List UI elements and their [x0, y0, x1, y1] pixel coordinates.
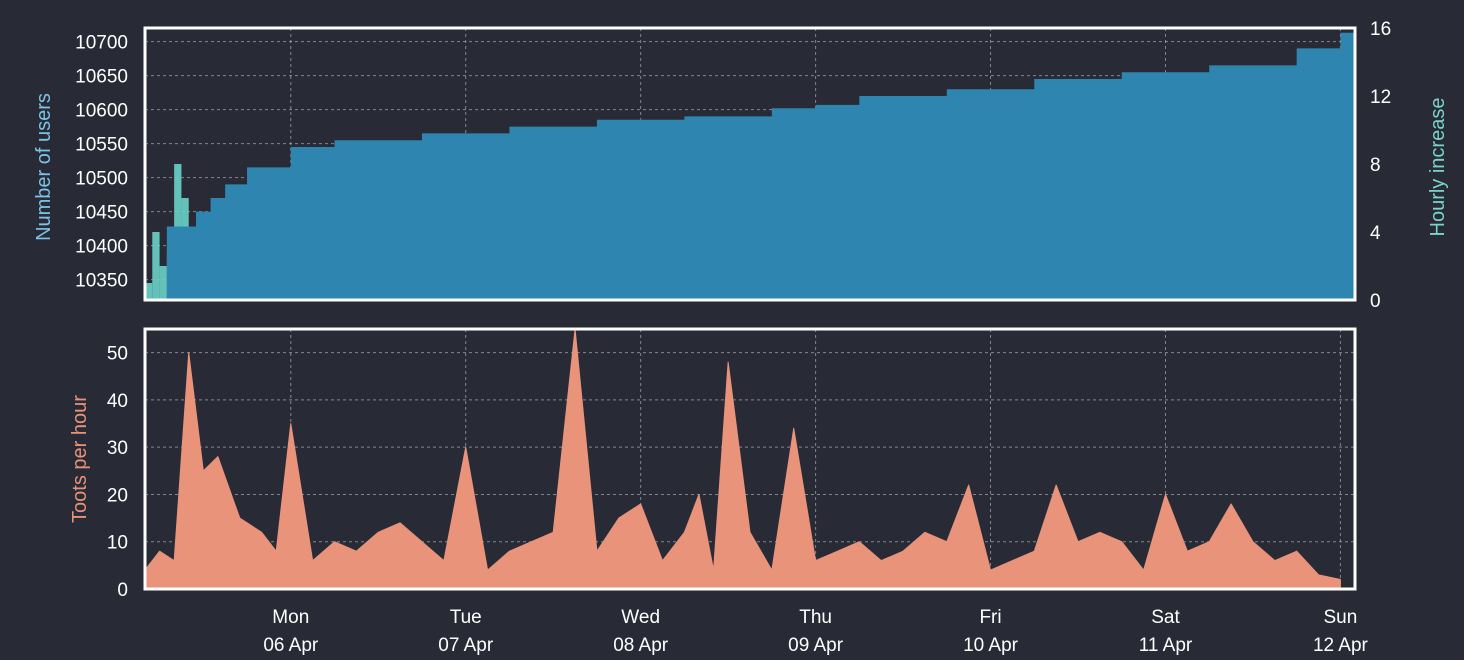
- date-tick-label: 11 Apr: [1139, 635, 1193, 656]
- users-tick-label: 10350: [75, 271, 128, 292]
- day-tick-label: Fri: [979, 607, 1001, 628]
- toots-tick-label: 10: [107, 533, 128, 554]
- hourly-tick-label: 0: [1370, 291, 1381, 312]
- users-tick-label: 10450: [75, 203, 128, 224]
- day-tick-label: Mon: [272, 607, 309, 628]
- users-panel: 10350 10400 10450 10500 10550 10600 10650 10700…: [33, 19, 1449, 312]
- number-of-users-area: [166, 32, 1356, 300]
- date-axis-ticks: Mon 06 Apr Tue 07 Apr Wed 08 Apr Thu 09 Apr Fri 1…: [263, 607, 1368, 656]
- users-tick-label: 10600: [75, 101, 128, 122]
- hourly-tick-label: 12: [1370, 87, 1391, 108]
- hourly-axis-ticks: 0 4 8 12 16: [1370, 19, 1391, 312]
- day-tick-label: Sat: [1151, 607, 1180, 628]
- hourly-tick-label: 16: [1370, 19, 1391, 40]
- day-tick-label: Sun: [1324, 607, 1358, 628]
- hourly-increase-axis-label: Hourly increase: [1427, 98, 1449, 237]
- toots-panel-frame: [143, 327, 1357, 591]
- day-tick-label: Thu: [799, 607, 832, 628]
- day-tick-label: Tue: [450, 607, 482, 628]
- users-panel-frame: [143, 26, 1357, 302]
- toots-panel: 0 10 20 30 40 50 Toots per hour Mon 06 Apr Tue 0…: [69, 327, 1369, 656]
- toots-tick-label: 20: [107, 485, 128, 506]
- hourly-increase-bar: [159, 266, 167, 300]
- date-tick-label: 10 Apr: [963, 635, 1019, 656]
- users-tick-label: 10700: [75, 33, 128, 54]
- date-tick-label: 06 Apr: [263, 635, 319, 656]
- toots-axis-ticks: 0 10 20 30 40 50: [107, 344, 128, 601]
- users-tick-label: 10650: [75, 67, 128, 88]
- toots-tick-label: 0: [117, 580, 128, 601]
- hourly-tick-label: 8: [1370, 155, 1381, 176]
- toots-tick-label: 50: [107, 344, 128, 365]
- hourly-tick-label: 4: [1370, 223, 1381, 244]
- date-tick-label: 09 Apr: [788, 635, 844, 656]
- hourly-increase-bar: [145, 283, 153, 300]
- users-tick-label: 10550: [75, 135, 128, 156]
- toots-axis-label: Toots per hour: [69, 395, 91, 523]
- users-tick-label: 10500: [75, 169, 128, 190]
- date-tick-label: 12 Apr: [1313, 635, 1369, 656]
- toots-per-hour-area: [144, 328, 1356, 590]
- date-tick-label: 07 Apr: [438, 635, 494, 656]
- users-axis-ticks: 10350 10400 10450 10500 10550 10600 10650 10700: [75, 33, 128, 292]
- toots-tick-label: 30: [107, 438, 128, 459]
- users-axis-label: Number of users: [33, 93, 55, 241]
- day-tick-label: Wed: [621, 607, 660, 628]
- date-tick-label: 08 Apr: [613, 635, 669, 656]
- users-tick-label: 10400: [75, 237, 128, 258]
- hourly-increase-bar: [152, 232, 160, 300]
- toots-tick-label: 40: [107, 391, 128, 412]
